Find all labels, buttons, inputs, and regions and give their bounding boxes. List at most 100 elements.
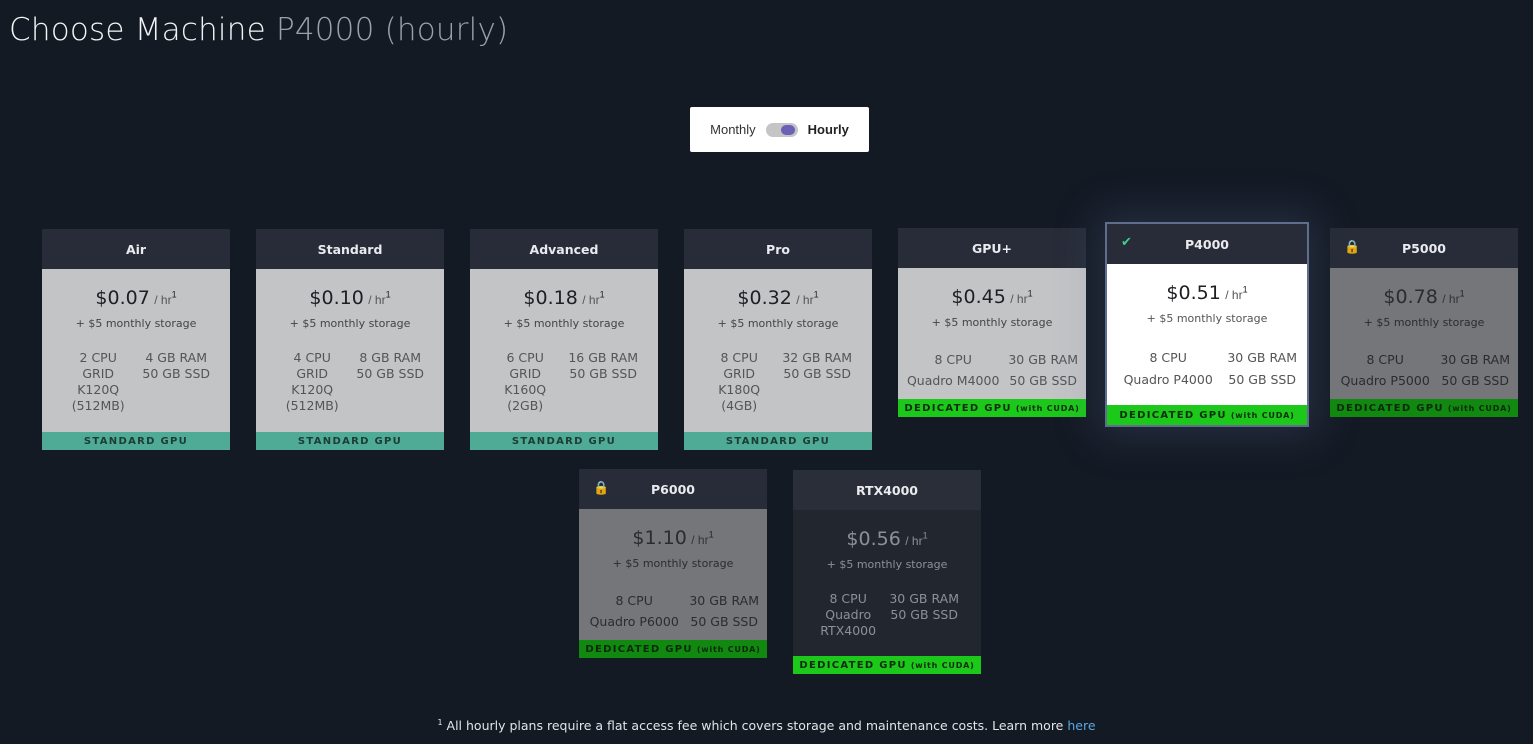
machine-card-header: 🔒 P6000	[579, 469, 767, 509]
price-unit: / hr	[582, 293, 600, 307]
ram-spec: 32 GB RAM	[782, 350, 852, 365]
price-row: $0.07 / hr1	[42, 287, 230, 309]
gpu-type-badge: STANDARD GPU	[42, 432, 230, 450]
ram-spec: 30 GB RAM	[1227, 350, 1297, 365]
cpu-spec: 8 CPU	[615, 593, 653, 608]
machine-card-header: ✔ P4000	[1107, 224, 1307, 264]
price-row: $0.18 / hr1	[470, 287, 658, 309]
gpu-spec: GRID K120Q (512MB)	[285, 366, 339, 413]
learn-more-link[interactable]: here	[1067, 718, 1096, 734]
ram-spec: 4 GB RAM	[145, 350, 208, 365]
footnote-marker: 1	[599, 289, 605, 300]
machine-name: Air	[125, 241, 147, 257]
cpu-spec: 2 CPU	[79, 350, 117, 365]
badge-suffix: (with CUDA)	[1447, 403, 1512, 413]
ram-spec: 30 GB RAM	[689, 593, 759, 608]
machine-card-rtx4000[interactable]: RTX4000 $0.56 / hr1 + $5 monthly storage…	[793, 470, 981, 674]
cpu-spec: 8 CPU	[1149, 350, 1187, 365]
gpu-type-badge: DEDICATED GPU (with CUDA)	[793, 656, 981, 674]
badge-text: DEDICATED GPU	[799, 659, 907, 671]
cpu-spec: 8 CPU	[1366, 352, 1404, 367]
ssd-spec: 50 GB SSD	[783, 366, 851, 381]
specs: 8 CPU 32 GB RAM GRID K180Q (4GB) 50 GB S…	[704, 350, 852, 414]
price: $0.56	[846, 528, 901, 550]
storage-note: + $5 monthly storage	[826, 558, 948, 571]
machine-card-p4000[interactable]: ✔ P4000 $0.51 / hr1 + $5 monthly storage…	[1105, 222, 1309, 427]
badge-suffix: (with CUDA)	[1015, 403, 1080, 413]
price-unit: / hr	[691, 533, 709, 547]
machine-card-pro[interactable]: Pro $0.32 / hr1 + $5 monthly storage 8 C…	[684, 229, 872, 450]
ssd-spec: 50 GB SSD	[1009, 373, 1077, 388]
price-row: $0.45 / hr1	[898, 286, 1086, 308]
machine-card-gpu-plus[interactable]: GPU+ $0.45 / hr1 + $5 monthly storage 8 …	[898, 228, 1086, 417]
machine-card-header: Air	[42, 229, 230, 269]
ssd-spec: 50 GB SSD	[569, 366, 637, 381]
ram-spec: 16 GB RAM	[568, 350, 638, 365]
price-unit: / hr	[905, 534, 923, 548]
machine-name: Standard	[317, 241, 383, 257]
gpu-type-badge: DEDICATED GPU (with CUDA)	[579, 640, 767, 658]
price-row: $0.10 / hr1	[256, 287, 444, 309]
ssd-spec: 50 GB SSD	[1228, 372, 1296, 387]
price: $1.10	[632, 527, 687, 549]
badge-text: DEDICATED GPU	[585, 643, 693, 655]
badge-text: STANDARD GPU	[297, 435, 403, 447]
machine-card-header: Standard	[256, 229, 444, 269]
machine-card-header: GPU+	[898, 228, 1086, 268]
gpu-spec: Quadro P6000	[589, 614, 679, 629]
machine-card-standard[interactable]: Standard $0.10 / hr1 + $5 monthly storag…	[256, 229, 444, 450]
gpu-spec: GRID K120Q (512MB)	[71, 366, 125, 413]
storage-note: + $5 monthly storage	[289, 317, 411, 330]
storage-note: + $5 monthly storage	[612, 557, 734, 570]
price: $0.45	[951, 286, 1006, 308]
badge-text: DEDICATED GPU	[1336, 402, 1444, 414]
ram-spec: 30 GB RAM	[889, 591, 959, 606]
machine-card-air[interactable]: Air $0.07 / hr1 + $5 monthly storage 2 C…	[42, 229, 230, 450]
machine-card-advanced[interactable]: Advanced $0.18 / hr1 + $5 monthly storag…	[470, 229, 658, 450]
badge-text: STANDARD GPU	[83, 435, 189, 447]
machine-card-header: 🔒 P5000	[1330, 228, 1518, 268]
cpu-spec: 8 CPU	[934, 352, 972, 367]
price: $0.32	[737, 287, 792, 309]
price: $0.51	[1166, 282, 1221, 304]
gpu-spec: Quadro P4000	[1123, 372, 1213, 387]
badge-text: DEDICATED GPU	[1119, 409, 1227, 421]
specs: 8 CPU 30 GB RAM Quadro P4000 50 GB SSD	[1117, 347, 1297, 391]
machine-name: Pro	[766, 241, 790, 257]
machine-name: RTX4000	[855, 482, 919, 498]
page-title-main: Choose Machine	[9, 12, 266, 48]
footnote-marker: 1	[1027, 288, 1033, 299]
price-row: $0.56 / hr1	[793, 528, 981, 550]
badge-text: STANDARD GPU	[725, 435, 831, 447]
billing-switch-knob	[780, 124, 795, 135]
badge-text: STANDARD GPU	[511, 435, 617, 447]
specs: 8 CPU 30 GB RAM Quadro RTX4000 50 GB SSD	[815, 591, 959, 639]
specs: 8 CPU 30 GB RAM Quadro P6000 50 GB SSD	[587, 590, 759, 632]
footnote-marker: 1	[813, 289, 819, 300]
billing-hourly-label[interactable]: Hourly	[807, 122, 849, 137]
badge-suffix: (with CUDA)	[1230, 410, 1295, 420]
cpu-spec: 6 CPU	[506, 350, 544, 365]
specs: 6 CPU 16 GB RAM GRID K160Q (2GB) 50 GB S…	[490, 350, 638, 414]
machine-card-p6000[interactable]: 🔒 P6000 $1.10 / hr1 + $5 monthly storage…	[579, 469, 767, 658]
gpu-type-badge: DEDICATED GPU (with CUDA)	[1330, 399, 1518, 417]
gpu-spec: GRID K180Q (4GB)	[718, 366, 761, 413]
ram-spec: 30 GB RAM	[1440, 352, 1510, 367]
price-unit: / hr	[1010, 292, 1028, 306]
price-unit: / hr	[796, 293, 814, 307]
storage-note: + $5 monthly storage	[717, 317, 839, 330]
machine-name: P6000	[651, 481, 695, 497]
billing-monthly-label[interactable]: Monthly	[710, 122, 756, 137]
badge-text: DEDICATED GPU	[904, 402, 1012, 414]
gpu-type-badge: STANDARD GPU	[684, 432, 872, 450]
footnote-marker: 1	[1459, 288, 1465, 299]
machine-card-p5000[interactable]: 🔒 P5000 $0.78 / hr1 + $5 monthly storage…	[1330, 228, 1518, 417]
gpu-type-badge: STANDARD GPU	[256, 432, 444, 450]
ssd-spec: 50 GB SSD	[142, 366, 210, 381]
machine-card-header: Pro	[684, 229, 872, 269]
billing-switch[interactable]	[765, 122, 798, 137]
page-title-subtitle: P4000 (hourly)	[275, 12, 509, 48]
storage-note: + $5 monthly storage	[1363, 316, 1485, 329]
price-row: $1.10 / hr1	[579, 527, 767, 549]
badge-suffix: (with CUDA)	[910, 660, 975, 670]
